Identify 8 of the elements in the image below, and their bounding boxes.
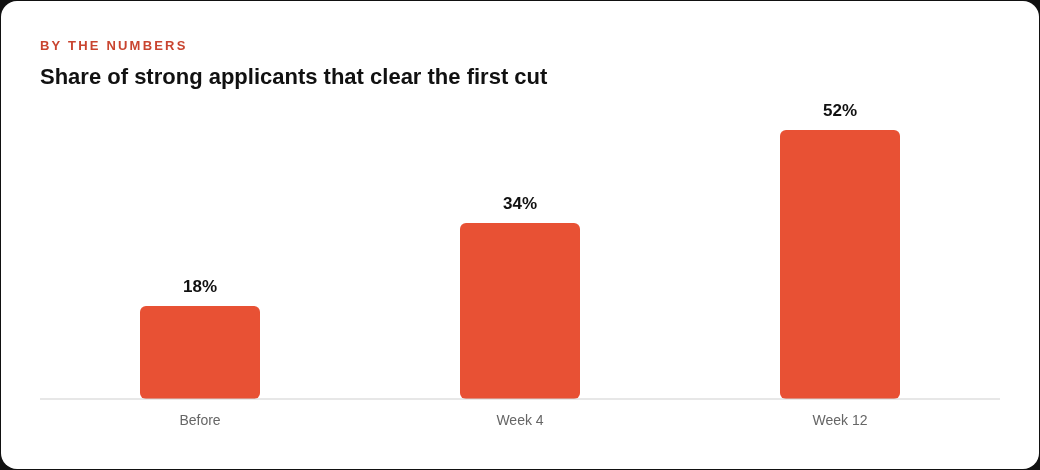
data-label: 18% <box>182 276 218 296</box>
data-label: 34% <box>502 194 538 214</box>
x-tick-label: Week 4 <box>496 411 544 428</box>
chart-title: Share of strong applicants that clear the first cut <box>40 64 548 90</box>
x-tick-label: Week 12 <box>812 411 868 428</box>
x-tick-label: Before <box>179 411 221 428</box>
data-label: 52% <box>822 101 858 120</box>
chart-subtitle: BY THE NUMBERS <box>40 38 188 53</box>
